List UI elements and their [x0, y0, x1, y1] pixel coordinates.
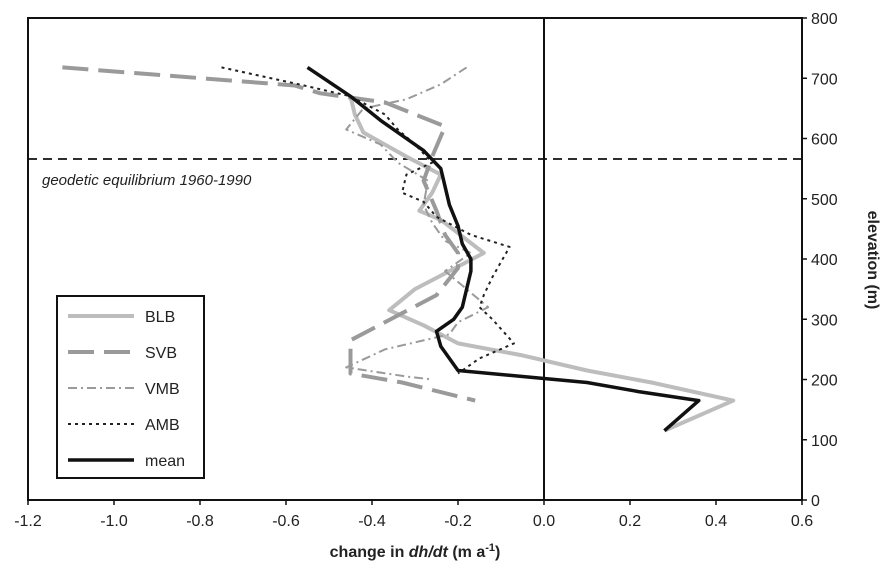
y-tick-label: 600	[811, 132, 838, 149]
series-line-amb	[221, 66, 515, 375]
y-tick-label: 200	[811, 373, 838, 390]
series-line-mean	[306, 65, 701, 433]
y-tick-label: 300	[811, 312, 838, 329]
legend-label-blb: BLB	[145, 309, 175, 326]
legend: BLB SVB VMB AMB mean	[56, 295, 205, 479]
x-axis-title-close: )	[495, 544, 500, 561]
y-tick-label: 800	[811, 11, 838, 28]
series-line-vmb	[345, 66, 490, 381]
x-tick-label: -0.4	[358, 513, 386, 530]
y-tick-label: 700	[811, 71, 838, 88]
legend-label-svb: SVB	[145, 345, 177, 362]
y-tick-label: 100	[811, 433, 838, 450]
legend-label-mean: mean	[145, 453, 185, 470]
legend-label-vmb: VMB	[145, 381, 180, 398]
y-tick-label: 500	[811, 192, 838, 209]
x-tick-label: -1.0	[100, 513, 128, 530]
equilibrium-annotation: geodetic equilibrium 1960-1990	[42, 172, 252, 189]
x-tick-label: -0.2	[444, 513, 472, 530]
x-tick-label: 0.2	[619, 513, 641, 530]
x-tick-label: -1.2	[14, 513, 42, 530]
x-axis-title: change in dh/dt (m a-1)	[330, 542, 501, 561]
x-axis-title-sup: -1	[485, 542, 495, 554]
x-tick-label: 0.6	[791, 513, 813, 530]
x-tick-label: 0.4	[705, 513, 727, 530]
legend-label-amb: AMB	[145, 417, 180, 434]
x-tick-label: -0.6	[272, 513, 300, 530]
series-line-blb	[348, 95, 736, 433]
y-tick-label: 0	[811, 493, 820, 510]
y-tick-label: 400	[811, 252, 838, 269]
y-axis-title: elevation (m)	[864, 211, 880, 310]
x-axis-ticks: -1.2 -1.0 -0.8 -0.6 -0.4 -0.2 0.0 0.2 0.4 0.6	[14, 500, 813, 530]
series-layer	[62, 65, 736, 433]
x-axis-title-unit: (m a	[448, 544, 485, 561]
x-axis-title-italic: dh/dt	[409, 544, 449, 561]
x-axis-title-prefix: change in	[330, 544, 409, 561]
y-axis-ticks: 0 100 200 300 400 500 600 700 800	[802, 11, 838, 510]
series-line-svb	[62, 65, 476, 403]
x-tick-label: 0.0	[533, 513, 555, 530]
x-tick-label: -0.8	[186, 513, 214, 530]
